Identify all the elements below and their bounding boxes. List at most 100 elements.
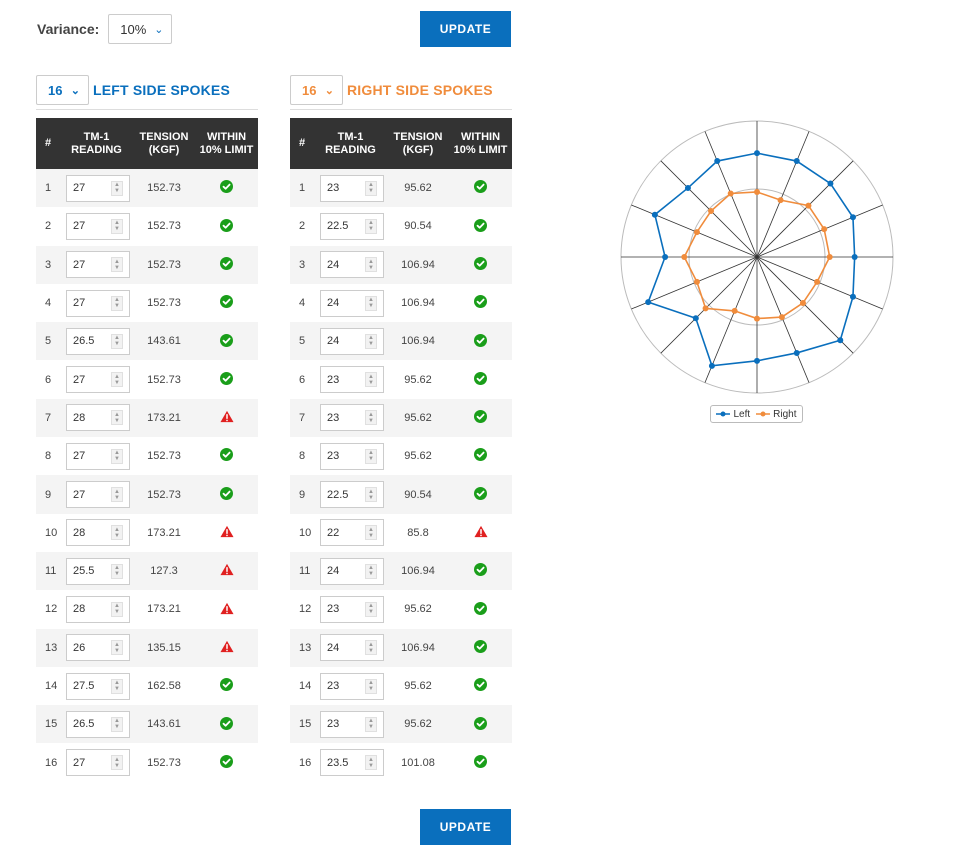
spinner-arrows-icon[interactable]: ▲ ▼ (111, 716, 123, 732)
reading-input[interactable]: 24 ▲ ▼ (320, 251, 384, 279)
within-limit-cell (449, 437, 512, 475)
spinner-arrows-icon[interactable]: ▲ ▼ (111, 333, 123, 349)
reading-input[interactable]: 27 ▲ ▼ (66, 212, 130, 240)
spinner-arrows-icon[interactable]: ▲ ▼ (111, 448, 123, 464)
radar-point-right-8 (778, 314, 785, 321)
check-circle-icon (474, 716, 488, 730)
left-count-value: 16 (48, 82, 63, 98)
spinner-arrows-icon[interactable]: ▲ ▼ (365, 372, 377, 388)
reading-input[interactable]: 23 ▲ ▼ (320, 174, 384, 202)
reading-input[interactable]: 27 ▲ ▼ (66, 251, 130, 279)
spinner-arrows-icon[interactable]: ▲ ▼ (365, 180, 377, 196)
legend-item-left[interactable]: Left (716, 409, 750, 420)
radar-point-right-9 (754, 315, 760, 322)
within-limit-cell (449, 475, 512, 513)
spinner-arrows-icon[interactable]: ▲ ▼ (365, 601, 377, 617)
spinner-arrows-icon[interactable]: ▲ ▼ (365, 333, 377, 349)
spinner-arrows-icon[interactable]: ▲ ▼ (111, 218, 123, 234)
within-limit-cell (195, 552, 258, 590)
reading-input[interactable]: 26.5 ▲ ▼ (66, 710, 130, 738)
spinner-arrows-icon[interactable]: ▲ ▼ (365, 295, 377, 311)
spinner-arrows-icon[interactable]: ▲ ▼ (365, 218, 377, 234)
reading-input[interactable]: 23 ▲ ▼ (320, 672, 384, 700)
reading-value: 24 (327, 297, 340, 310)
within-limit-cell (449, 705, 512, 743)
spinner-arrows-icon[interactable]: ▲ ▼ (365, 640, 377, 656)
tension-value: 95.62 (404, 182, 432, 195)
reading-input[interactable]: 27 ▲ ▼ (66, 749, 130, 777)
spinner-arrows-icon[interactable]: ▲ ▼ (111, 563, 123, 579)
spinner-arrows-icon[interactable]: ▲ ▼ (365, 525, 377, 541)
spoke-number: 4 (45, 297, 52, 310)
spinner-arrows-icon[interactable]: ▲ ▼ (111, 678, 123, 694)
table-row: 16 23.5 ▲ ▼ 101.08 (290, 743, 512, 782)
spinner-arrows-icon[interactable]: ▲ ▼ (111, 601, 123, 617)
spinner-arrows-icon[interactable]: ▲ ▼ (365, 410, 377, 426)
col-header-num: # (36, 118, 60, 169)
spinner-arrows-icon[interactable]: ▲ ▼ (365, 678, 377, 694)
reading-input[interactable]: 27 ▲ ▼ (66, 289, 130, 317)
spoke-number: 15 (45, 718, 58, 731)
legend-left-marker (716, 411, 731, 417)
reading-input[interactable]: 23 ▲ ▼ (320, 442, 384, 470)
reading-input[interactable]: 22.5 ▲ ▼ (320, 481, 384, 509)
reading-input[interactable]: 24 ▲ ▼ (320, 327, 384, 355)
spinner-arrows-icon[interactable]: ▲ ▼ (111, 640, 123, 656)
reading-value: 26.5 (73, 718, 95, 731)
radar-spoke-axis (756, 204, 883, 258)
spinner-arrows-icon[interactable]: ▲ ▼ (111, 257, 123, 273)
reading-input[interactable]: 27 ▲ ▼ (66, 366, 130, 394)
spinner-arrows-icon[interactable]: ▲ ▼ (365, 755, 377, 771)
reading-input[interactable]: 22.5 ▲ ▼ (320, 212, 384, 240)
left-side-title: LEFT SIDE SPOKES (93, 82, 230, 98)
spinner-arrows-icon[interactable]: ▲ ▼ (111, 295, 123, 311)
legend-item-right[interactable]: Right (756, 409, 797, 420)
variance-select[interactable]: 10% ⌄ (108, 14, 173, 44)
reading-input[interactable]: 27 ▲ ▼ (66, 174, 130, 202)
reading-value: 23 (327, 182, 340, 195)
reading-input[interactable]: 24 ▲ ▼ (320, 634, 384, 662)
reading-input[interactable]: 23 ▲ ▼ (320, 366, 384, 394)
reading-input[interactable]: 28 ▲ ▼ (66, 595, 130, 623)
spinner-arrows-icon[interactable]: ▲ ▼ (365, 716, 377, 732)
spinner-arrows-icon[interactable]: ▲ ▼ (111, 410, 123, 426)
reading-input[interactable]: 23 ▲ ▼ (320, 710, 384, 738)
spinner-arrows-icon[interactable]: ▲ ▼ (111, 372, 123, 388)
right-count-select[interactable]: 16 ⌄ (290, 75, 343, 105)
warning-triangle-icon (473, 525, 488, 539)
reading-input[interactable]: 24 ▲ ▼ (320, 557, 384, 585)
radar-point-right-12 (693, 278, 700, 285)
reading-input[interactable]: 27.5 ▲ ▼ (66, 672, 130, 700)
reading-input[interactable]: 23 ▲ ▼ (320, 595, 384, 623)
radar-point-right-15 (708, 208, 715, 215)
left-count-select[interactable]: 16 ⌄ (36, 75, 89, 105)
spinner-arrows-icon[interactable]: ▲ ▼ (365, 448, 377, 464)
reading-input[interactable]: 27 ▲ ▼ (66, 481, 130, 509)
reading-input[interactable]: 28 ▲ ▼ (66, 404, 130, 432)
reading-value: 23 (327, 373, 340, 386)
update-button-bottom[interactable]: UPDATE (420, 809, 511, 845)
within-limit-cell (195, 246, 258, 284)
reading-input[interactable]: 23.5 ▲ ▼ (320, 749, 384, 777)
spinner-arrows-icon[interactable]: ▲ ▼ (111, 487, 123, 503)
spinner-arrows-icon[interactable]: ▲ ▼ (365, 487, 377, 503)
reading-input[interactable]: 27 ▲ ▼ (66, 442, 130, 470)
spinner-arrows-icon[interactable]: ▲ ▼ (365, 257, 377, 273)
reading-input[interactable]: 24 ▲ ▼ (320, 289, 384, 317)
spinner-arrows-icon[interactable]: ▲ ▼ (111, 525, 123, 541)
within-limit-cell (195, 322, 258, 360)
reading-input[interactable]: 26.5 ▲ ▼ (66, 327, 130, 355)
reading-input[interactable]: 25.5 ▲ ▼ (66, 557, 130, 585)
spinner-arrows-icon[interactable]: ▲ ▼ (365, 563, 377, 579)
reading-cell: 22 ▲ ▼ (314, 514, 387, 552)
reading-input[interactable]: 26 ▲ ▼ (66, 634, 130, 662)
check-circle-icon (474, 371, 488, 385)
reading-input[interactable]: 28 ▲ ▼ (66, 519, 130, 547)
spinner-arrows-icon[interactable]: ▲ ▼ (111, 755, 123, 771)
radar-point-right-7 (799, 299, 806, 306)
update-button-top[interactable]: UPDATE (420, 11, 511, 47)
reading-input[interactable]: 23 ▲ ▼ (320, 404, 384, 432)
within-limit-cell (449, 246, 512, 284)
reading-input[interactable]: 22 ▲ ▼ (320, 519, 384, 547)
spinner-arrows-icon[interactable]: ▲ ▼ (111, 180, 123, 196)
